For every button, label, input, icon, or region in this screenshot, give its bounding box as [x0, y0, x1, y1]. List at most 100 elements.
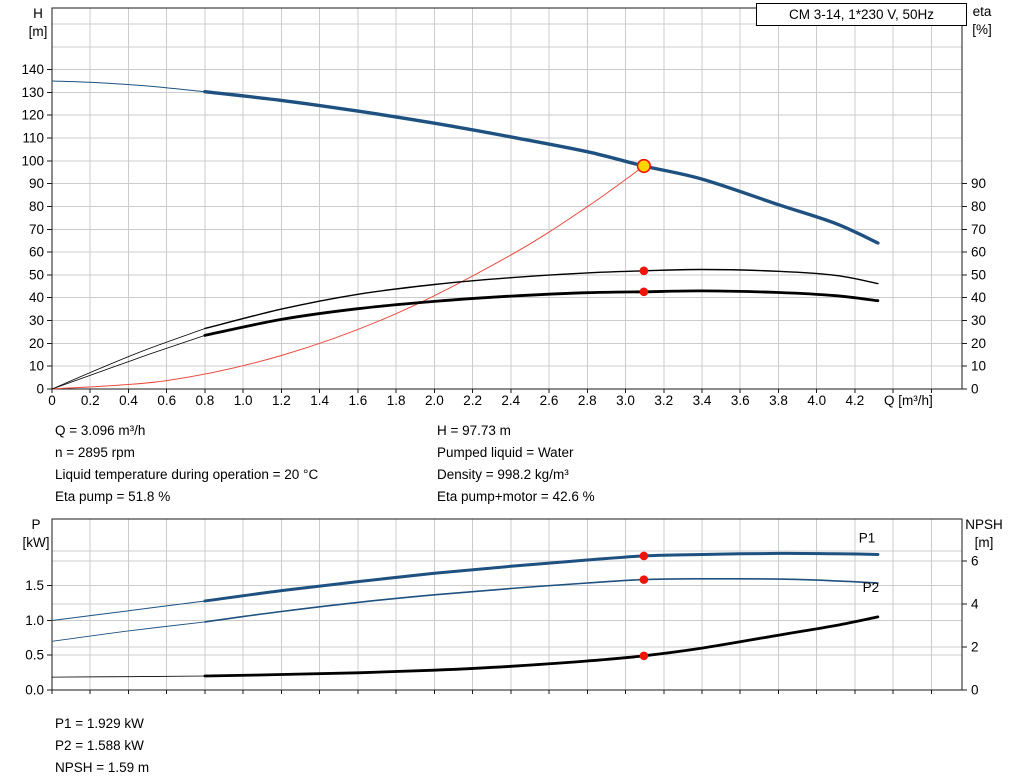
svg-text:110: 110: [22, 131, 44, 146]
plot-frame: [51, 7, 963, 390]
svg-text:2: 2: [971, 639, 979, 654]
p2-extrapolated: [51, 621, 206, 642]
svg-text:80: 80: [971, 199, 986, 214]
svg-text:3.0: 3.0: [616, 393, 635, 408]
grid: [52, 519, 962, 690]
svg-text:70: 70: [971, 222, 986, 237]
svg-text:1.0: 1.0: [25, 613, 44, 628]
svg-text:1.6: 1.6: [348, 393, 367, 408]
svg-text:4.2: 4.2: [846, 393, 865, 408]
svg-text:2.4: 2.4: [501, 393, 520, 408]
y-left-axis-title: H: [33, 6, 43, 21]
svg-text:0: 0: [971, 382, 979, 397]
p2: [204, 577, 879, 623]
svg-text:6: 6: [971, 553, 979, 568]
svg-text:70: 70: [29, 222, 44, 237]
npsh-value: NPSH = 1.59 m: [55, 760, 150, 775]
speed-value: n = 2895 rpm: [55, 445, 135, 460]
axis-labels: 0 10 20 30 40 50 60 70 80 90 100 110 120 130 140 0 10 20 3…: [21, 4, 991, 408]
p1-value: P1 = 1.929 kW: [55, 716, 144, 731]
svg-text:140: 140: [21, 62, 44, 77]
svg-text:120: 120: [21, 108, 44, 123]
y-right-axis-title: eta: [973, 4, 992, 19]
flow-value: Q = 3.096 m³/h: [55, 423, 146, 438]
svg-text:90: 90: [971, 176, 986, 191]
svg-text:90: 90: [29, 176, 44, 191]
power-npsh-data: P1 = 1.929 kW P2 = 1.588 kW NPSH = 1.59 …: [55, 713, 149, 779]
curve-label-p2: P2: [863, 580, 880, 595]
y-right-axis-title: NPSH: [965, 517, 1003, 532]
liquid-temperature-value: Liquid temperature during operation = 20…: [55, 467, 319, 482]
eta-pump-value: Eta pump = 51.8 %: [55, 489, 171, 504]
axis-labels: 0.0 0.5 1.0 1.5 0 2 4 6 P [kW] NPSH [m]: [23, 517, 1003, 698]
svg-text:30: 30: [29, 313, 44, 328]
pump-model-box: CM 3-14, 1*230 V, 50Hz: [756, 3, 967, 26]
p1-duty-point: [639, 551, 649, 561]
svg-text:0.8: 0.8: [196, 393, 215, 408]
p1-extrapolated: [51, 600, 206, 621]
svg-text:30: 30: [971, 313, 986, 328]
pumped-liquid-value: Pumped liquid = Water: [437, 445, 574, 460]
svg-text:60: 60: [971, 245, 986, 260]
svg-text:1.8: 1.8: [387, 393, 406, 408]
pump-model-label: CM 3-14, 1*230 V, 50Hz: [788, 7, 935, 22]
svg-text:130: 130: [21, 85, 44, 100]
y-left-axis-unit: [kW]: [23, 535, 50, 550]
p2-value: P2 = 1.588 kW: [55, 738, 144, 753]
hq-curve: [203, 90, 880, 245]
svg-text:4: 4: [971, 596, 979, 611]
svg-text:100: 100: [21, 153, 44, 168]
svg-text:2.0: 2.0: [425, 393, 444, 408]
svg-text:2.2: 2.2: [463, 393, 482, 408]
npsh-extrapolated: [51, 675, 206, 678]
head-value: H = 97.73 m: [437, 423, 511, 438]
svg-text:40: 40: [971, 290, 986, 305]
x-axis-title: Q [m³/h]: [884, 393, 933, 408]
eta-pump-motor-value: Eta pump+motor = 42.6 %: [437, 489, 595, 504]
svg-text:50: 50: [971, 267, 986, 282]
eta-pump: [204, 268, 879, 330]
svg-text:0: 0: [36, 382, 44, 397]
eta-pump-motor: [203, 289, 880, 337]
svg-text:4.0: 4.0: [807, 393, 826, 408]
svg-text:60: 60: [29, 245, 44, 260]
svg-text:3.6: 3.6: [731, 393, 750, 408]
y-left-axis-unit: [m]: [29, 24, 48, 39]
p2-duty-point: [639, 575, 649, 584]
svg-text:0.2: 0.2: [81, 393, 100, 408]
svg-text:1.5: 1.5: [25, 578, 44, 593]
svg-text:0.5: 0.5: [25, 648, 44, 663]
hq-eta-chart: 0 10 20 30 40 50 60 70 80 90 100 110 120 130 140 0 10 20 3…: [21, 4, 991, 408]
series: [51, 551, 880, 678]
svg-text:0.6: 0.6: [157, 393, 176, 408]
eta-pump-duty-point: [639, 266, 649, 276]
svg-text:10: 10: [971, 359, 986, 374]
svg-text:1.0: 1.0: [234, 393, 253, 408]
hq-curve-extrapolated: [51, 80, 206, 93]
svg-text:80: 80: [29, 199, 44, 214]
svg-text:0: 0: [971, 683, 979, 698]
svg-text:2.8: 2.8: [578, 393, 597, 408]
duty-point: [636, 158, 651, 174]
curve-label-p1: P1: [859, 531, 876, 546]
series: [51, 80, 880, 390]
eta-pump-motor-duty-point: [639, 287, 649, 297]
power-npsh-chart: 0.0 0.5 1.0 1.5 0 2 4 6 P [kW] NPSH [m] P1 P2: [23, 517, 1003, 698]
operating-data-right-column: H = 97.73 m Pumped liquid = Water Densit…: [437, 420, 977, 508]
y-right-axis-unit: [%]: [972, 22, 992, 37]
p1: [203, 551, 880, 603]
npsh-duty-point: [639, 651, 649, 661]
operating-data-left-column: Q = 3.096 m³/h n = 2895 rpm Liquid tempe…: [55, 420, 435, 508]
svg-text:20: 20: [971, 336, 986, 351]
density-value: Density = 998.2 kg/m³: [437, 467, 569, 482]
y-right-axis-unit: [m]: [975, 535, 994, 550]
svg-text:0: 0: [48, 393, 56, 408]
grid: [52, 8, 962, 389]
svg-text:3.8: 3.8: [769, 393, 788, 408]
eta-pump-motor-extrapolated: [51, 335, 206, 390]
svg-text:0.4: 0.4: [119, 393, 138, 408]
svg-text:1.2: 1.2: [272, 393, 291, 408]
y-left-axis-title: P: [31, 517, 40, 532]
svg-text:40: 40: [29, 290, 44, 305]
